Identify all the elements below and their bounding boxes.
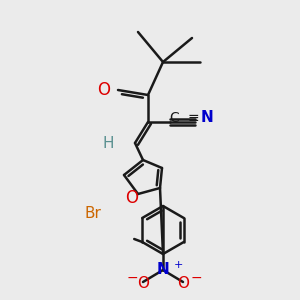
Text: O: O (98, 81, 110, 99)
Text: O: O (137, 277, 149, 292)
Text: N: N (201, 110, 213, 125)
Text: O: O (177, 277, 189, 292)
Text: −: − (126, 271, 138, 285)
Text: ≡: ≡ (187, 111, 199, 125)
Text: O: O (125, 189, 139, 207)
Text: −: − (190, 271, 202, 285)
Text: +: + (173, 260, 183, 270)
Text: H: H (102, 136, 114, 152)
Text: Br: Br (85, 206, 101, 220)
Text: N: N (157, 262, 169, 278)
Text: C: C (169, 111, 179, 125)
